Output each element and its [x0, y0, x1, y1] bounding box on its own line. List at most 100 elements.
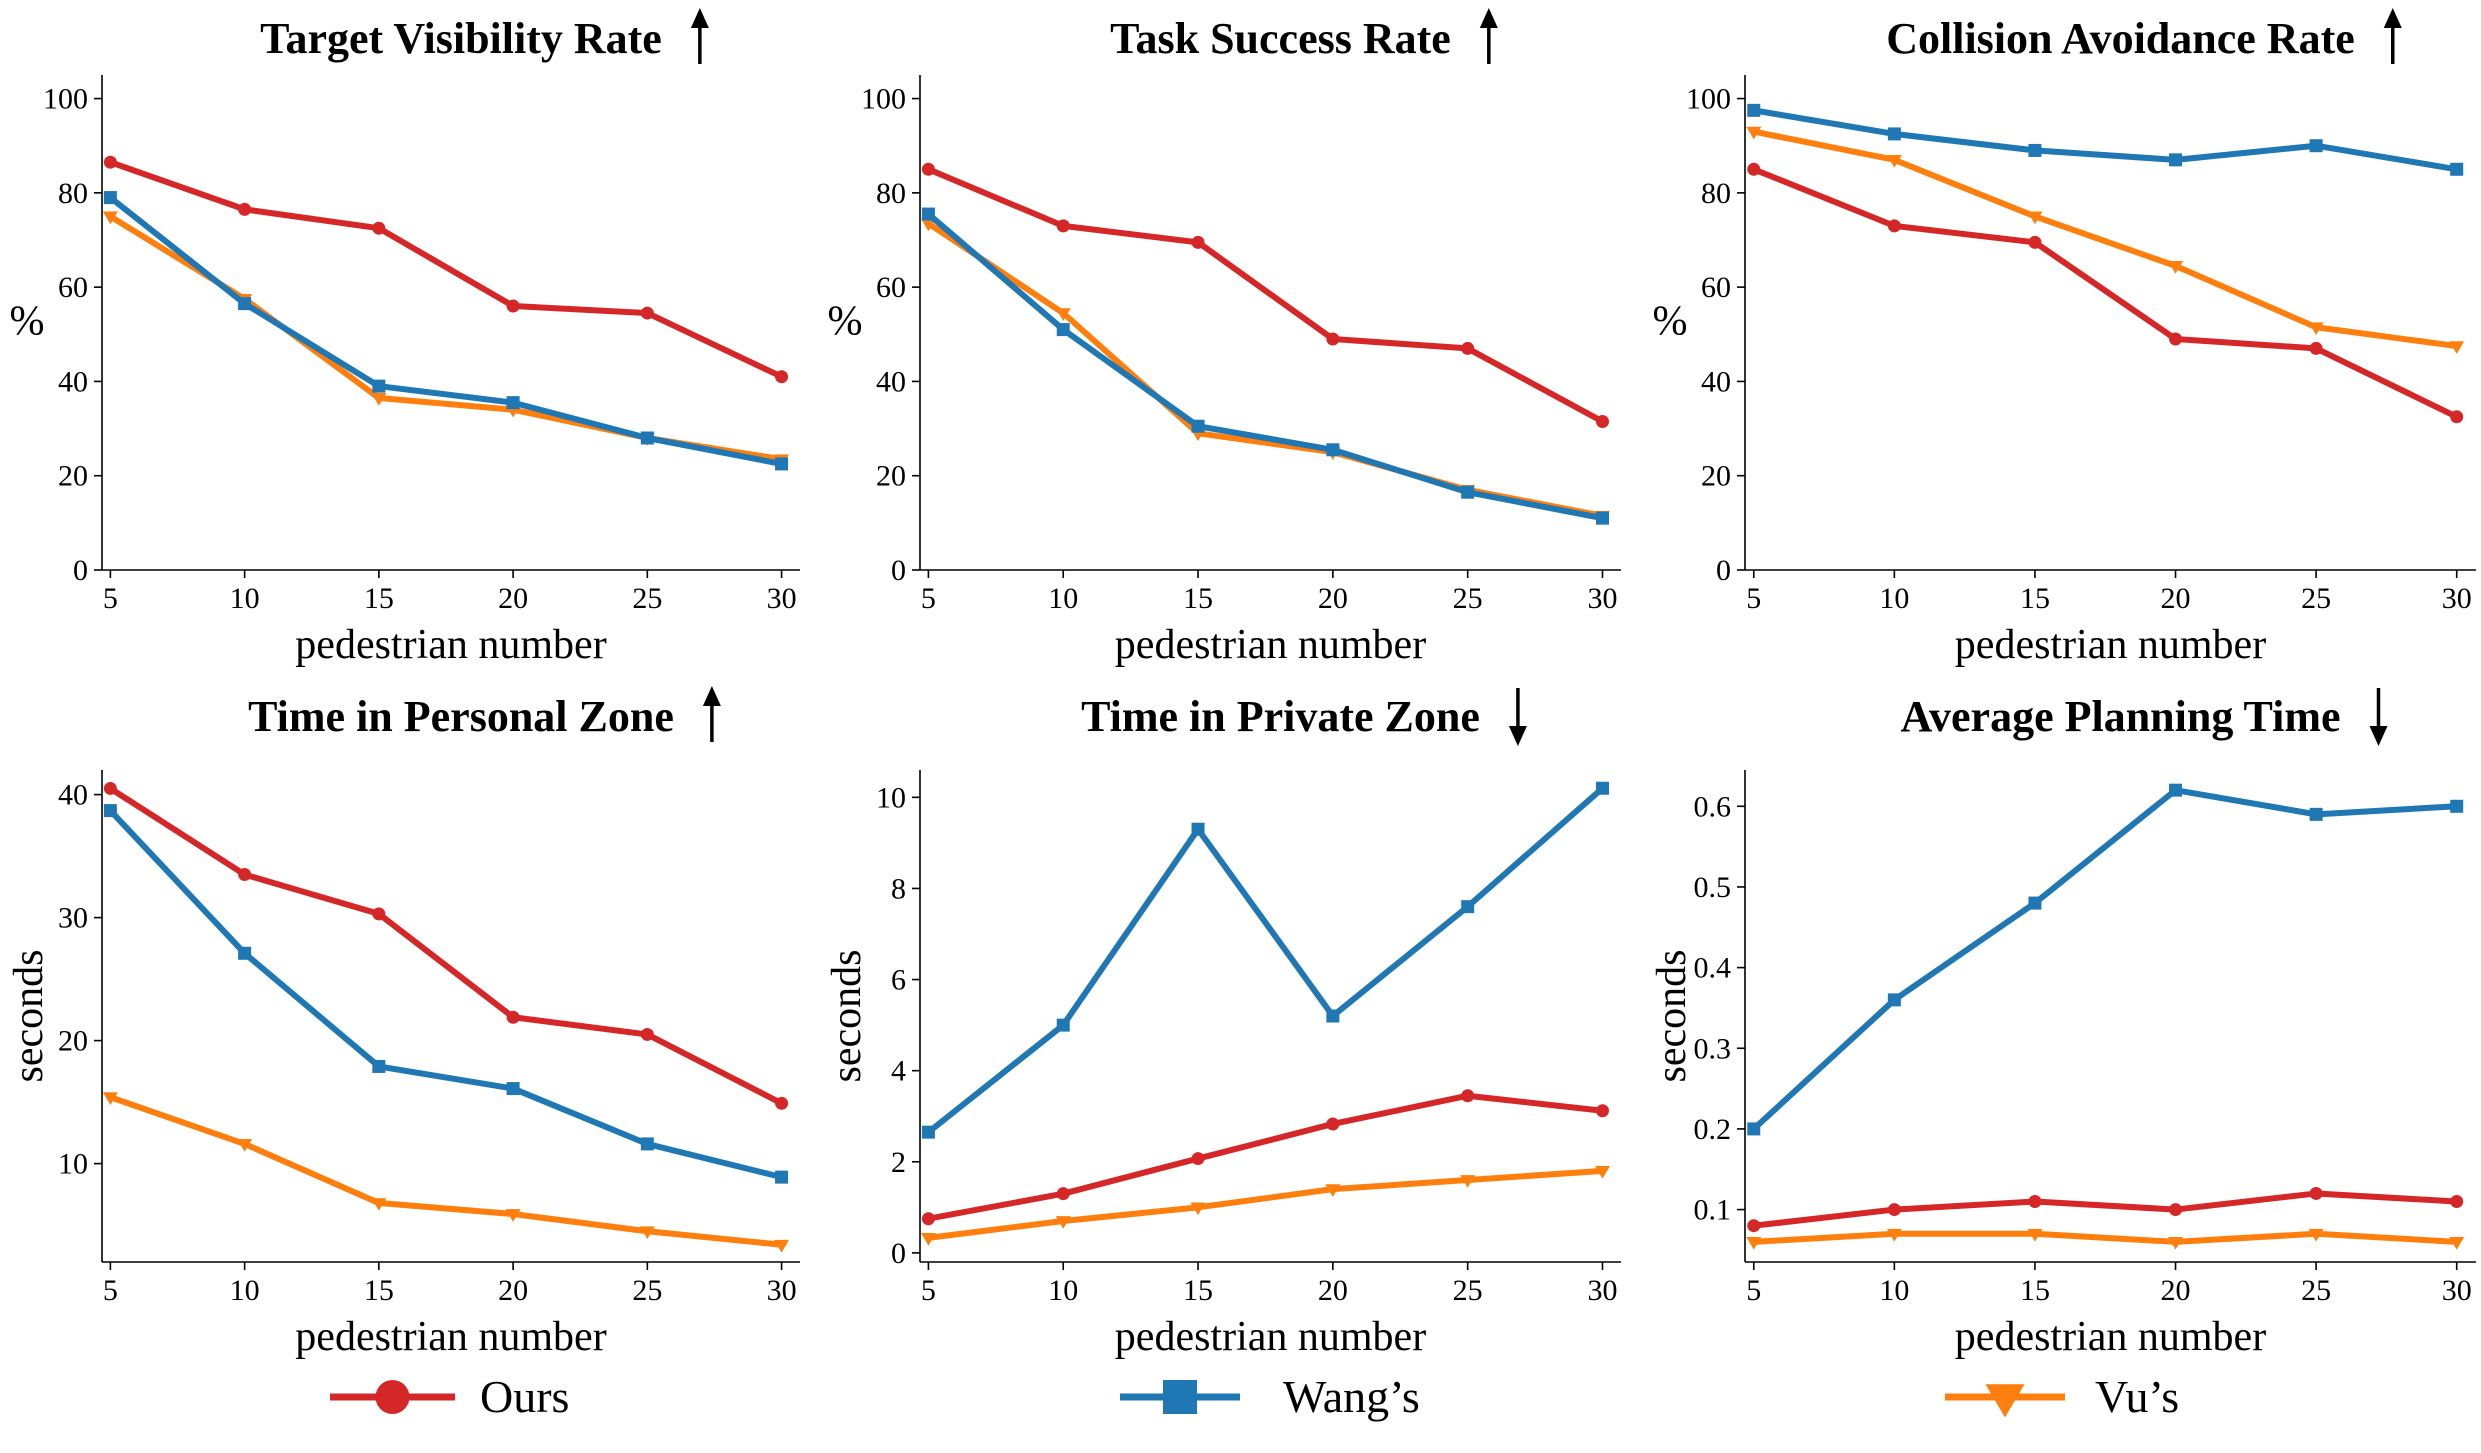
series-ours: [1747, 162, 2464, 424]
data-point: [1746, 126, 1762, 140]
y-axis-label: seconds: [1649, 950, 1695, 1083]
y-tick-label: 60: [58, 271, 88, 304]
data-point: [2449, 341, 2465, 354]
x-tick-label: 20: [498, 1274, 528, 1307]
x-tick-label: 15: [364, 1274, 394, 1307]
series-wang-s: [103, 191, 789, 471]
data-point: [921, 1125, 935, 1139]
data-point: [1595, 511, 1609, 525]
data-point: [1747, 1122, 1761, 1136]
y-tick-label: 0: [73, 554, 88, 587]
legend-item-vu-s: Vu’s: [1945, 1371, 2179, 1422]
series-ours: [103, 155, 789, 384]
x-tick-label: 15: [2020, 1274, 2050, 1307]
data-point: [2450, 162, 2464, 176]
x-tick-label: 20: [1318, 582, 1348, 615]
y-tick-label: 2: [891, 1146, 906, 1179]
data-point: [238, 868, 252, 882]
data-point: [2450, 799, 2464, 813]
data-point: [775, 1170, 789, 1184]
data-point: [2309, 341, 2323, 355]
data-point: [640, 306, 654, 320]
data-point: [1056, 1187, 1070, 1201]
data-point: [2168, 261, 2184, 274]
chart-time-in-personal-zone: Time in Personal Zone 10 20 30 40 5 10 15 20 25 30…: [6, 686, 800, 1360]
data-point: [1886, 154, 1902, 168]
series-ours: [1747, 1186, 2464, 1233]
data-point: [1056, 1018, 1070, 1032]
x-tick-label: 10: [1048, 1274, 1078, 1307]
arrow-up-icon: [1479, 8, 1498, 64]
y-tick-label: 20: [876, 460, 906, 493]
data-point: [775, 457, 789, 471]
series-wang-s: [921, 207, 1609, 525]
legend-label: Wang’s: [1283, 1371, 1420, 1422]
data-point: [2308, 1228, 2324, 1242]
data-point: [1747, 1219, 1761, 1233]
y-tick-label: 10: [58, 1148, 88, 1181]
data-point: [1461, 341, 1475, 355]
x-tick-label: 5: [1746, 582, 1761, 615]
x-tick-label: 5: [103, 1274, 118, 1307]
x-tick-label: 10: [230, 582, 260, 615]
series-line: [925, 1092, 1606, 1222]
data-point: [1747, 103, 1761, 117]
series-line: [107, 785, 785, 1107]
chart-task-success-rate: Task Success Rate 0 20 40 60 80 100 5 10 15 20 25 30…: [828, 8, 1621, 668]
data-point: [506, 1010, 520, 1024]
data-point: [103, 781, 117, 795]
data-point: [2450, 1195, 2464, 1209]
series-line: [1750, 166, 2460, 420]
data-point: [1595, 1166, 1610, 1179]
series-wang-s: [921, 781, 1609, 1139]
chart-average-planning-time: Average Planning Time 0.1 0.2 0.3 0.4 0.5 0.6 5…: [1649, 688, 2476, 1360]
data-point: [372, 1059, 386, 1073]
x-axis-label: pedestrian number: [1115, 1314, 1426, 1360]
data-point: [103, 804, 117, 818]
x-tick-label: 25: [632, 1274, 662, 1307]
x-tick-label: 30: [767, 1274, 797, 1307]
data-point: [103, 155, 117, 169]
data-point: [1326, 332, 1340, 346]
x-tick-label: 30: [2442, 1274, 2472, 1307]
data-point: [640, 1137, 654, 1151]
x-tick-label: 30: [1587, 1274, 1617, 1307]
data-point: [2309, 1186, 2323, 1200]
y-tick-label: 40: [876, 365, 906, 398]
data-point: [639, 1226, 655, 1240]
legend-item-wang-s: Wang’s: [1120, 1371, 1420, 1422]
data-point: [372, 907, 386, 921]
x-tick-label: 25: [2301, 582, 2331, 615]
series-ours: [921, 162, 1609, 428]
y-tick-label: 100: [861, 83, 906, 116]
data-point: [372, 221, 386, 235]
x-tick-label: 30: [767, 582, 797, 615]
y-tick-label: 0.1: [1694, 1194, 1732, 1227]
data-point: [2450, 410, 2464, 424]
y-tick-label: 80: [1701, 177, 1731, 210]
data-point: [506, 299, 520, 313]
data-point: [2169, 153, 2183, 167]
series-line: [1750, 1190, 2460, 1229]
chart-time-in-private-zone: Time in Private Zone 0 2 4 6 8 10 5 10 15 20 25 30 pe…: [824, 688, 1621, 1360]
chart-title: Time in Personal Zone: [248, 692, 674, 741]
data-point: [2027, 1228, 2043, 1242]
data-point: [505, 1209, 521, 1222]
y-tick-label: 0.2: [1694, 1113, 1732, 1146]
data-point: [1887, 219, 1901, 233]
arrow-up-icon: [690, 8, 709, 64]
data-point: [1191, 1152, 1205, 1166]
y-tick-label: 20: [1701, 460, 1731, 493]
data-point: [1056, 219, 1070, 233]
data-point: [2309, 139, 2323, 153]
data-point: [1595, 1104, 1609, 1118]
data-point: [921, 207, 935, 221]
y-tick-label: 4: [891, 1055, 906, 1088]
chart-title: Average Planning Time: [1901, 692, 2341, 741]
x-axis-label: pedestrian number: [1955, 1314, 2266, 1360]
arrow-down-icon: [1508, 688, 1527, 746]
x-tick-label: 25: [1453, 1274, 1483, 1307]
y-tick-label: 100: [1686, 83, 1731, 116]
data-point: [372, 379, 386, 393]
